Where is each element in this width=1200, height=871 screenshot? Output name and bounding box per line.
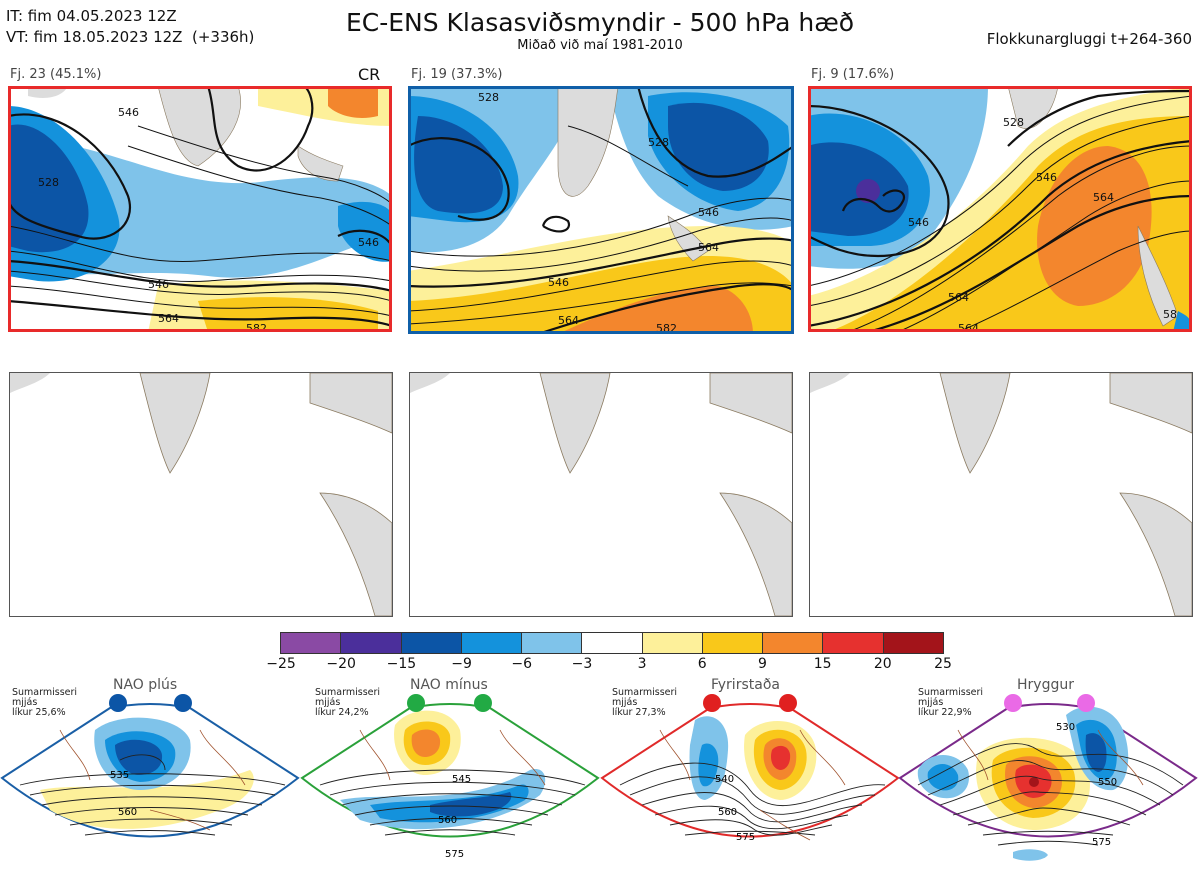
regime-map-4: 530 550 575 bbox=[898, 690, 1200, 866]
contour-label: 546 bbox=[358, 236, 379, 249]
panel-3-label: Fj. 9 (17.6%) bbox=[811, 67, 895, 82]
cluster-map-2: 528 528 546 564 546 564 582 bbox=[408, 86, 794, 334]
contour-label: 560 bbox=[718, 807, 737, 818]
regime-2-dot-right bbox=[474, 694, 492, 712]
colorbar-tick-label: −15 bbox=[386, 656, 417, 672]
contour-label: 564 bbox=[698, 241, 719, 254]
regime-map-3: 540 560 575 bbox=[600, 690, 902, 866]
regime-3-note: Sumarmisseri mjjás líkur 27,3% bbox=[612, 687, 678, 718]
colorbar-swatch bbox=[582, 633, 643, 653]
regime-1-note: Sumarmisseri mjjás líkur 25,6% bbox=[12, 687, 78, 718]
contour-label: 564 bbox=[948, 291, 969, 304]
contour-label: 528 bbox=[38, 176, 59, 189]
cluster-map-1: 546 564 582 546 528 546 bbox=[8, 86, 392, 332]
colorbar-tick-label: 3 bbox=[637, 656, 647, 672]
contour-label: 530 bbox=[1056, 722, 1075, 733]
contour-label: 546 bbox=[908, 216, 929, 229]
colorbar-tick-label: 9 bbox=[757, 656, 767, 672]
colorbar-tick-label: 15 bbox=[813, 656, 832, 672]
colorbar bbox=[280, 632, 944, 654]
regime-2-note: Sumarmisseri mjjás líkur 24,2% bbox=[315, 687, 381, 718]
blank-map-1 bbox=[9, 372, 393, 617]
regime-1-name: NAO plús bbox=[113, 677, 178, 693]
regime-4-dot-right bbox=[1077, 694, 1095, 712]
regime-2-dot-left bbox=[407, 694, 425, 712]
colorbar-swatch bbox=[763, 633, 824, 653]
colorbar-swatch bbox=[461, 633, 523, 653]
page-subtitle: Miðað við maí 1981-2010 bbox=[517, 38, 683, 53]
valid-time: VT: fim 18.05.2023 12Z (+336h) bbox=[6, 28, 255, 46]
contour-label: 560 bbox=[438, 815, 457, 826]
contour-label: 546 bbox=[118, 106, 139, 119]
contour-label: 582 bbox=[656, 322, 677, 334]
regime-3-name: Fyrirstaða bbox=[711, 677, 780, 693]
blank-map-2 bbox=[409, 372, 793, 617]
colorbar-tick-label: 20 bbox=[873, 656, 892, 672]
colorbar-swatch bbox=[883, 633, 943, 653]
colorbar-swatch bbox=[281, 633, 342, 653]
contour-label: 560 bbox=[118, 807, 137, 818]
contour-label: 564 bbox=[958, 322, 979, 332]
cluster-map-3: 528 546 564 546 564 564 58 bbox=[808, 86, 1192, 332]
regime-2-name: NAO mínus bbox=[410, 677, 488, 693]
contour-label: 540 bbox=[715, 774, 734, 785]
blank-map-3 bbox=[809, 372, 1193, 617]
colorbar-swatch bbox=[823, 633, 884, 653]
contour-label: 528 bbox=[648, 136, 669, 149]
contour-label: 546 bbox=[1036, 171, 1057, 184]
contour-label: 582 bbox=[246, 322, 267, 332]
contour-label: 564 bbox=[558, 314, 579, 327]
contour-label: 546 bbox=[148, 278, 169, 291]
contour-label: 575 bbox=[736, 832, 755, 843]
colorbar-swatch bbox=[702, 633, 764, 653]
forecast-times: IT: fim 04.05.2023 12Z VT: fim 18.05.202… bbox=[6, 6, 254, 48]
contour-label: 564 bbox=[1093, 191, 1114, 204]
regime-4-note: Sumarmisseri mjjás líkur 22,9% bbox=[918, 687, 984, 718]
page-title: EC-ENS Klasasviðsmyndir - 500 hPa hæð bbox=[345, 8, 855, 37]
contour-label: 575 bbox=[445, 849, 464, 860]
regime-3-dot-left bbox=[703, 694, 721, 712]
colorbar-swatch bbox=[642, 633, 703, 653]
panel-2-label: Fj. 19 (37.3%) bbox=[411, 67, 503, 82]
contour-label: 545 bbox=[452, 774, 471, 785]
regime-4-dot-left bbox=[1004, 694, 1022, 712]
contour-label: 546 bbox=[548, 276, 569, 289]
contour-label: 546 bbox=[698, 206, 719, 219]
regime-map-1: 535 560 bbox=[0, 690, 302, 866]
contour-label: 58 bbox=[1163, 308, 1177, 321]
regime-map-2: 545 560 575 bbox=[300, 690, 602, 866]
contour-label: 550 bbox=[1098, 777, 1117, 788]
colorbar-tick-label: −20 bbox=[326, 656, 356, 672]
panel-1-label: Fj. 23 (45.1%) bbox=[10, 67, 102, 82]
classification-window: Flokkunargluggi t+264-360 bbox=[986, 30, 1192, 48]
contour-label: 528 bbox=[1003, 116, 1024, 129]
colorbar-swatch bbox=[522, 633, 583, 653]
contour-label: 575 bbox=[1092, 837, 1111, 848]
contour-label: 535 bbox=[110, 770, 129, 781]
regime-1-dot-left bbox=[109, 694, 127, 712]
regime-4-name: Hryggur bbox=[1017, 677, 1074, 693]
contour-label: 528 bbox=[478, 91, 499, 104]
colorbar-tick-label: −3 bbox=[571, 656, 593, 672]
regime-1-dot-right bbox=[174, 694, 192, 712]
contour-label: 564 bbox=[158, 312, 179, 325]
regime-3-dot-right bbox=[779, 694, 797, 712]
panel-1-tag: CR bbox=[358, 65, 381, 84]
colorbar-tick-label: −25 bbox=[266, 656, 296, 672]
colorbar-swatch bbox=[401, 633, 462, 653]
colorbar-tick-label: −9 bbox=[451, 656, 472, 672]
colorbar-swatch bbox=[341, 633, 402, 653]
colorbar-tick-label: 25 bbox=[934, 656, 952, 672]
colorbar-tick-label: −6 bbox=[511, 656, 533, 672]
issue-time: IT: fim 04.05.2023 12Z bbox=[6, 7, 177, 25]
colorbar-tick-label: 6 bbox=[697, 656, 707, 672]
